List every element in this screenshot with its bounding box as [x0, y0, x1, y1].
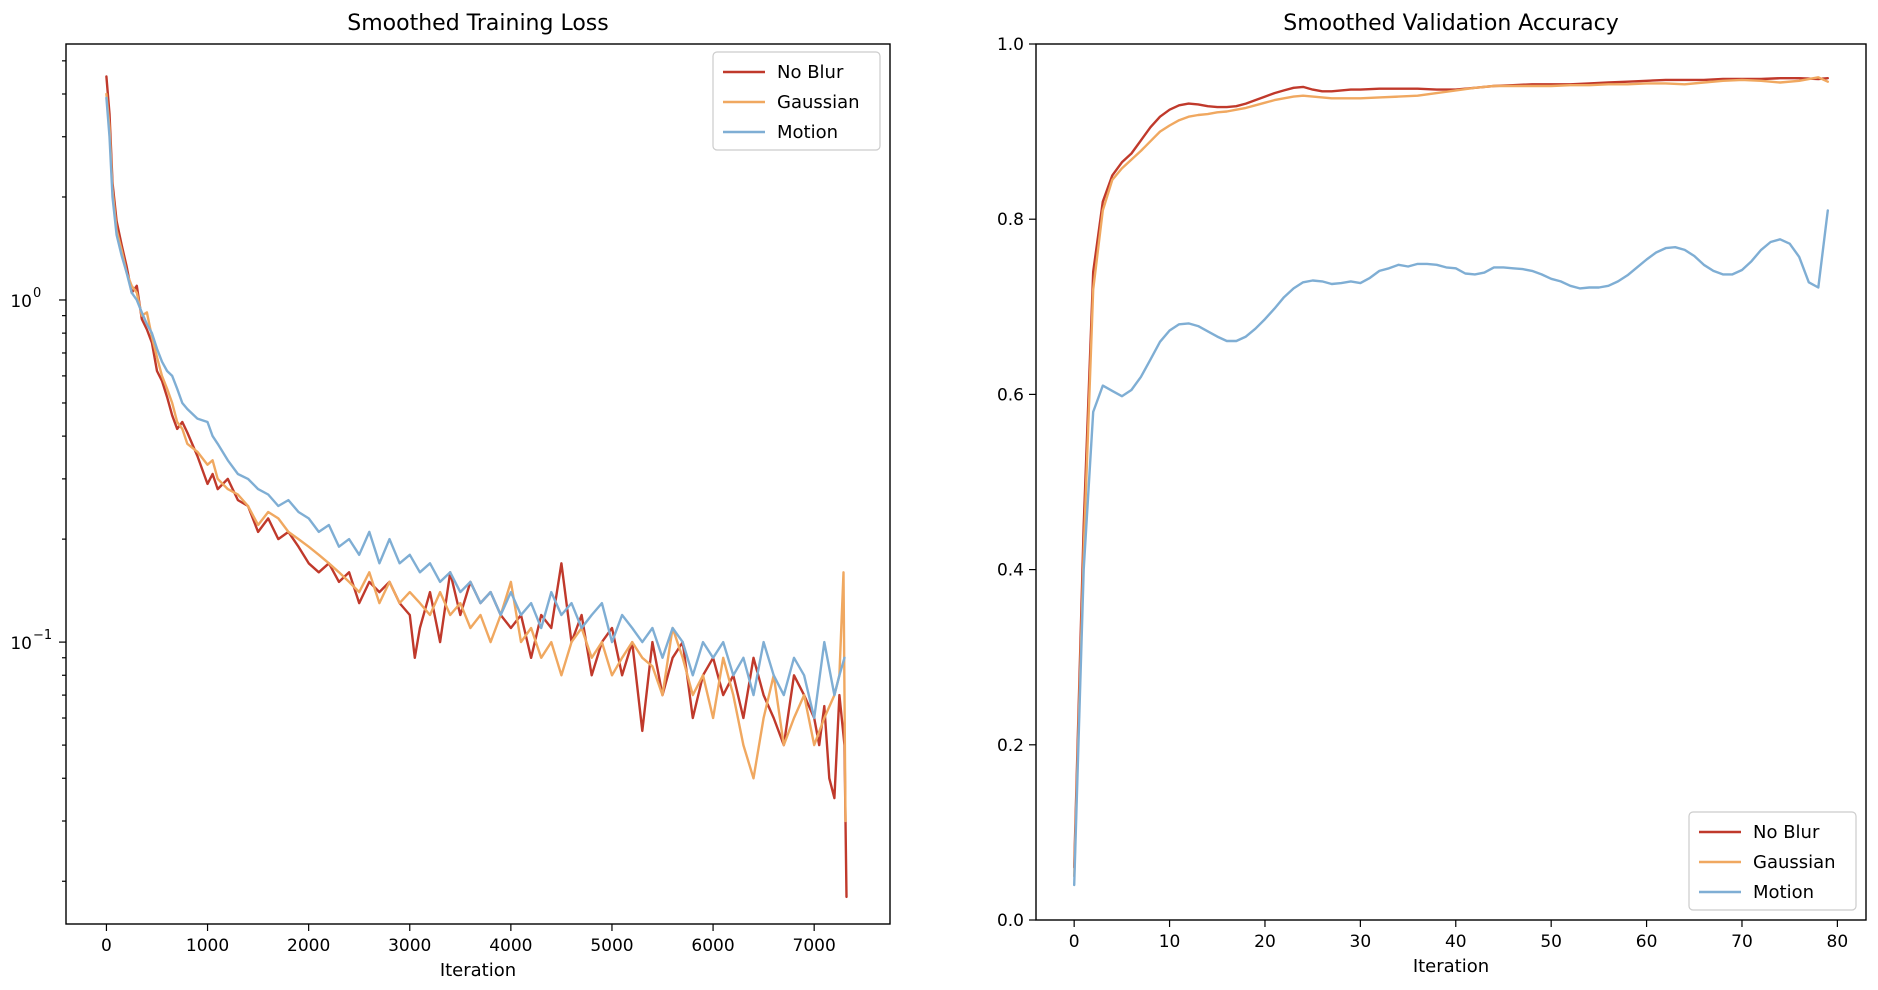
- x-tick-label: 20: [1254, 932, 1276, 952]
- x-tick-label: 30: [1350, 932, 1372, 952]
- axes-frame: [1035, 43, 1867, 921]
- legend-label-no-blur: No Blur: [777, 62, 844, 83]
- legend: No Blur Gaussian Motion: [1688, 811, 1857, 911]
- y-tick-label: 10: [10, 292, 32, 312]
- x-tick-label: 50: [1540, 932, 1562, 952]
- x-tick-label: 60: [1636, 932, 1658, 952]
- y-tick-label: 1.0: [997, 35, 1024, 55]
- y-tick-base: 10: [10, 634, 32, 654]
- legend: No Blur Gaussian Motion: [712, 51, 881, 151]
- series-line-gaussian: [105, 92, 847, 823]
- y-tick-base: 10: [10, 292, 32, 312]
- legend-box: [1688, 811, 1857, 911]
- x-tick-label: 40: [1445, 932, 1467, 952]
- y-tick-label: 0.0: [997, 911, 1024, 931]
- x-axis-label: Iteration: [1413, 956, 1489, 977]
- x-tick-label: 80: [1827, 932, 1849, 952]
- y-tick-label: 10: [10, 634, 32, 654]
- y-tick-label: 0.6: [997, 385, 1024, 405]
- legend-label-no-blur: No Blur: [1753, 822, 1820, 843]
- series-line-gaussian: [1073, 76, 1829, 878]
- legend-box: [712, 51, 881, 151]
- x-tick-label: 0: [101, 936, 112, 956]
- series-line-no-blur: [105, 75, 848, 899]
- x-tick-label: 10: [1159, 932, 1181, 952]
- validation-accuracy-chart: 0 10 20 30 40 50 60 70 80 0.0 0.2 0.4 0.6 0.8 1.0 Smoot…: [997, 11, 1867, 977]
- x-tick-label: 5000: [590, 936, 633, 956]
- legend-label-motion: Motion: [777, 122, 838, 143]
- x-tick-label: 6000: [691, 936, 734, 956]
- series-line-no-blur: [1073, 77, 1829, 869]
- x-tick-label: 7000: [793, 936, 836, 956]
- y-tick-label: 0.8: [997, 210, 1024, 230]
- legend-label-motion: Motion: [1753, 882, 1814, 903]
- x-tick-label: 1000: [186, 936, 229, 956]
- y-tick-exponent: 0: [33, 286, 41, 301]
- chart-title: Smoothed Training Loss: [347, 11, 608, 36]
- series-line-motion: [1073, 209, 1829, 887]
- y-tick-exponent: −1: [33, 628, 52, 643]
- x-tick-label: 0: [1069, 932, 1080, 952]
- series-group: [1073, 76, 1829, 887]
- legend-label-gaussian: Gaussian: [1753, 852, 1836, 873]
- y-tick-label: 0.4: [997, 561, 1024, 581]
- series-group: [105, 75, 848, 899]
- x-tick-label: 3000: [388, 936, 431, 956]
- axes-frame: [65, 43, 891, 925]
- x-tick-label: 70: [1731, 932, 1753, 952]
- series-line-motion: [105, 96, 846, 720]
- x-axis-label: Iteration: [440, 960, 516, 981]
- legend-label-gaussian: Gaussian: [777, 92, 860, 113]
- chart-title: Smoothed Validation Accuracy: [1283, 11, 1618, 36]
- y-tick-label: 0.2: [997, 736, 1024, 756]
- x-tick-label: 4000: [489, 936, 532, 956]
- x-tick-label: 2000: [287, 936, 330, 956]
